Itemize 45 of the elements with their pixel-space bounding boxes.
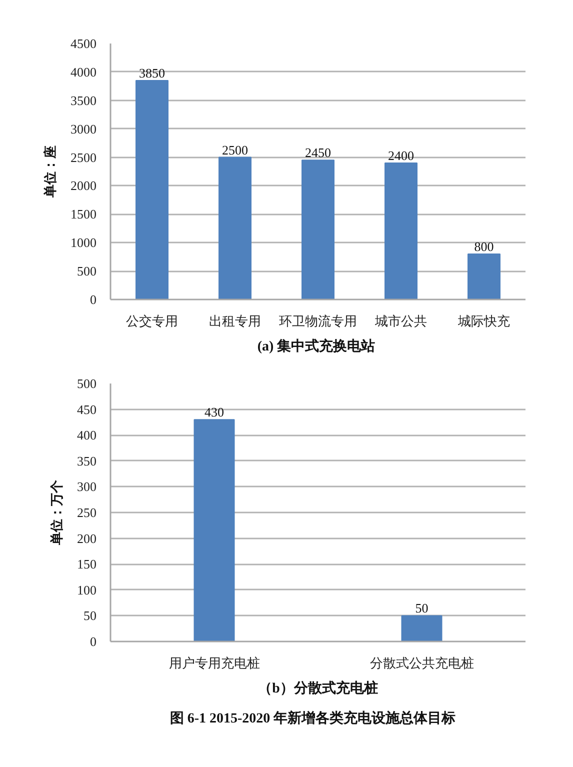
y-tick-label: 0 bbox=[90, 292, 96, 307]
data-label: 800 bbox=[474, 238, 494, 254]
data-label: 50 bbox=[415, 600, 428, 616]
x-tick-label: 用户专用充电桩 bbox=[168, 656, 260, 670]
y-tick-label: 3500 bbox=[70, 92, 96, 108]
y-tick-label: 4500 bbox=[70, 36, 96, 51]
y-tick-label: 2500 bbox=[70, 150, 96, 165]
data-label: 430 bbox=[204, 404, 224, 420]
data-label: 2450 bbox=[305, 145, 331, 160]
y-tick-label: 400 bbox=[77, 428, 96, 443]
data-label: 2400 bbox=[388, 148, 414, 163]
data-label: 3850 bbox=[139, 65, 165, 80]
y-tick-label: 100 bbox=[77, 582, 96, 598]
bar bbox=[384, 162, 418, 300]
x-tick-label: 城际快充 bbox=[457, 314, 510, 328]
bar bbox=[218, 156, 252, 300]
x-tick-label: 分散式公共充电桩 bbox=[370, 656, 474, 670]
x-tick-label: 公交专用 bbox=[126, 314, 178, 328]
y-tick-label: 0 bbox=[90, 634, 96, 649]
x-tick-label: 城市公共 bbox=[374, 314, 427, 328]
y-tick-label: 450 bbox=[77, 402, 96, 417]
y-tick-label: 250 bbox=[77, 505, 96, 520]
y-axis-title: 单位：万个 bbox=[49, 479, 64, 546]
bar bbox=[302, 160, 334, 300]
y-tick-label: 3000 bbox=[70, 121, 96, 136]
caption: 图 6-1 2015-2020 年新增各类充电设施总体目标 bbox=[170, 710, 456, 726]
y-tick-label: 1500 bbox=[70, 206, 96, 222]
y-tick-label: 350 bbox=[77, 453, 96, 468]
y-tick-label: 2000 bbox=[70, 178, 96, 194]
y-tick-label: 150 bbox=[77, 556, 96, 572]
bar bbox=[136, 80, 168, 300]
y-tick-label: 500 bbox=[77, 264, 96, 279]
y-tick-label: 300 bbox=[77, 479, 96, 494]
x-tick-label: 出租专用 bbox=[209, 314, 261, 328]
y-tick-label: 50 bbox=[84, 608, 96, 624]
text: (a) 集中式充换电站 bbox=[257, 338, 376, 354]
x-tick-label: 环卫物流专用 bbox=[279, 314, 357, 328]
y-tick-label: 1000 bbox=[70, 235, 96, 250]
y-axis-title: 单位：座 bbox=[42, 146, 58, 198]
y-tick-label: 500 bbox=[77, 376, 96, 391]
bar bbox=[468, 253, 500, 300]
y-tick-label: 200 bbox=[77, 530, 96, 546]
text: （b）分散式充电桩 bbox=[258, 680, 378, 696]
data-label: 2500 bbox=[222, 142, 248, 158]
y-tick-label: 4000 bbox=[70, 64, 96, 80]
